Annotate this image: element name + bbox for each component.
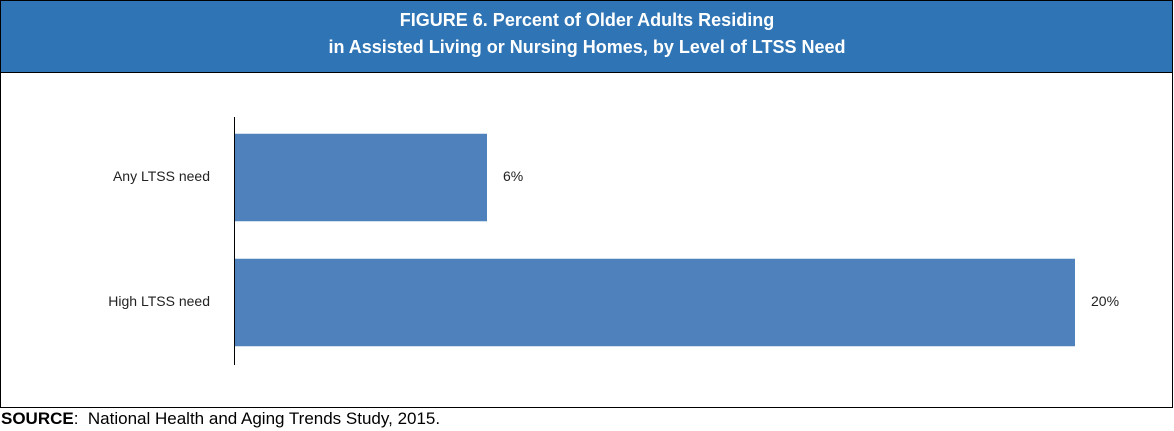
source-note: SOURCE: National Health and Aging Trends… <box>1 409 440 428</box>
source-label: SOURCE <box>1 409 74 428</box>
source-text: : National Health and Aging Trends Study… <box>74 409 440 428</box>
bar <box>235 133 487 222</box>
chart-title: in Assisted Living or Nursing Homes, by … <box>328 37 845 57</box>
value-label: 6% <box>503 168 523 184</box>
category-label: Any LTSS need <box>113 168 210 184</box>
chart-title: FIGURE 6. Percent of Older Adults Residi… <box>400 10 774 30</box>
category-label: High LTSS need <box>108 293 210 309</box>
header-band <box>1 1 1172 72</box>
bar <box>235 258 1075 347</box>
value-label: 20% <box>1091 293 1119 309</box>
